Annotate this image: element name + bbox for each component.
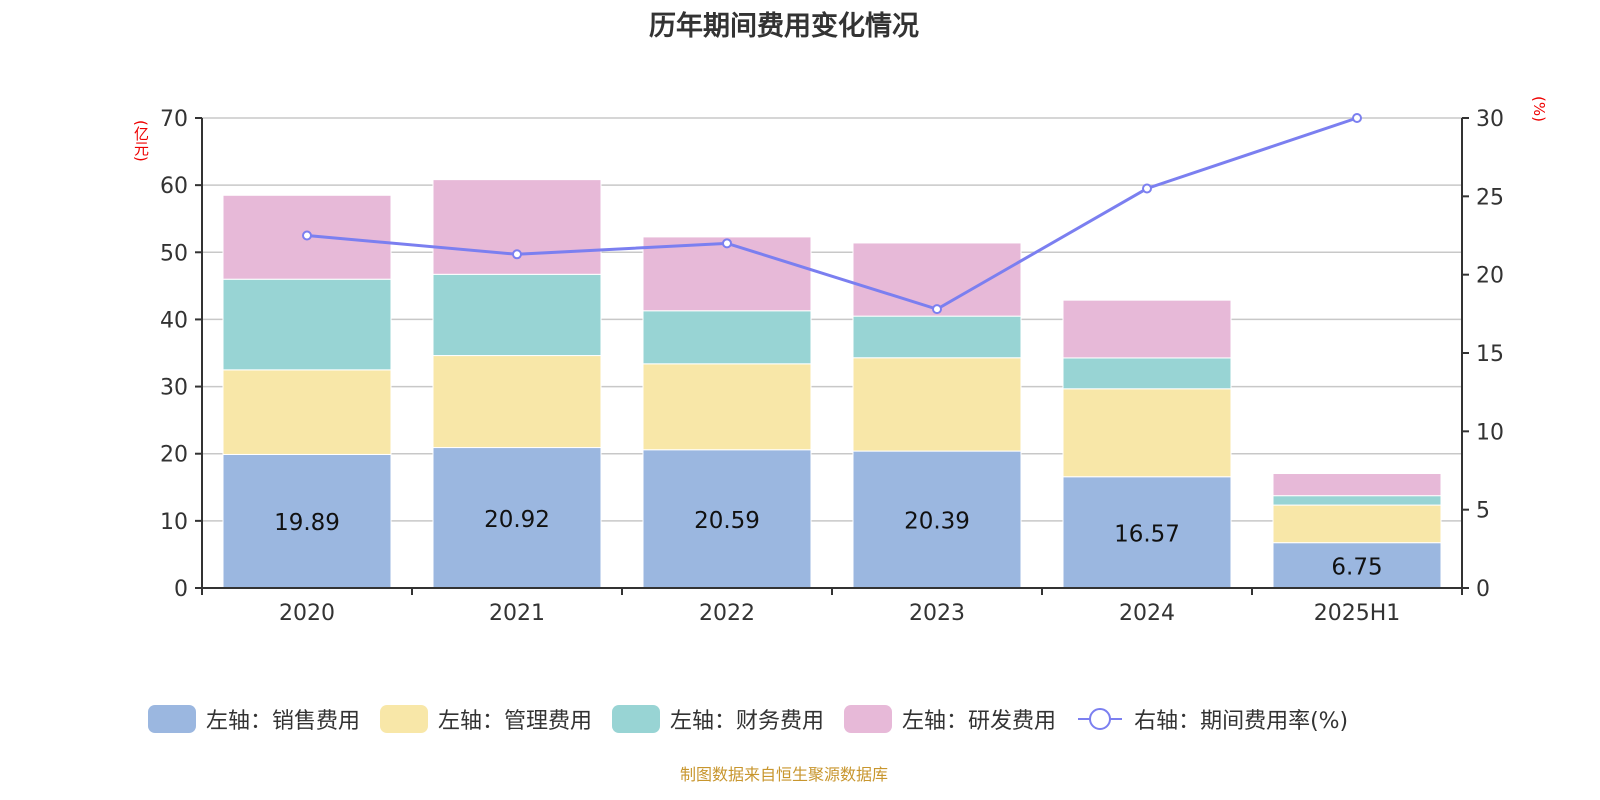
bar-segment — [852, 242, 1022, 317]
legend-item-expense-rate[interactable]: 右轴：期间费用率(%) — [1076, 703, 1348, 735]
x-axis-tick-label: 2021 — [489, 601, 545, 626]
right-axis-tick-label: 30 — [1476, 107, 1504, 132]
left-axis-tick-label: 20 — [160, 443, 188, 468]
expense-rate-point — [302, 230, 312, 241]
x-axis-tick-label: 2023 — [909, 601, 965, 626]
bar-data-label: 6.75 — [1331, 554, 1382, 580]
bar-segment — [1272, 473, 1442, 497]
left-axis-tick-label: 40 — [160, 308, 188, 333]
expense-rate-point — [1352, 113, 1362, 123]
bar-segment — [642, 236, 812, 312]
legend-label: 右轴：期间费用率(%) — [1134, 709, 1349, 734]
right-axis-tick-label: 0 — [1476, 577, 1490, 602]
left-axis-unit: (亿元) — [132, 120, 150, 162]
bar-segment — [222, 369, 392, 455]
legend-item-finance[interactable]: 左轴：财务费用 — [612, 703, 824, 735]
right-axis-unit: (%) — [1530, 96, 1548, 122]
right-axis-tick-label: 10 — [1476, 420, 1504, 445]
left-axis-tick-label: 50 — [160, 241, 188, 266]
x-axis-tick-label: 2022 — [699, 601, 755, 626]
gridlines — [202, 117, 1462, 522]
expense-rate-point — [722, 238, 732, 249]
left-axis-tick-label: 0 — [174, 577, 188, 602]
right-axis-tick-label: 15 — [1476, 342, 1504, 367]
expense-rate-point — [512, 249, 522, 260]
bar-segment — [1062, 388, 1232, 478]
bar-data-label: 20.59 — [694, 508, 760, 534]
line-layer — [302, 113, 1362, 315]
left-axis-tick-label: 60 — [160, 174, 188, 199]
bar-segment — [642, 363, 812, 451]
legend: 左轴：销售费用 左轴：管理费用 左轴：财务费用 左轴：研发费用 右轴：期间费用率… — [148, 703, 1368, 735]
bar-data-label: 16.57 — [1114, 521, 1180, 547]
legend-swatch-rnd — [844, 705, 893, 733]
bar-segment — [852, 357, 1022, 452]
legend-swatch-finance — [612, 705, 661, 733]
legend-swatch-sales — [148, 705, 196, 733]
legend-label: 左轴：销售费用 — [206, 709, 361, 734]
left-axis-tick-label: 70 — [160, 107, 188, 132]
bar-data-label: 19.89 — [274, 510, 340, 536]
bar-segment — [1272, 542, 1442, 589]
left-axis-tick-label: 30 — [160, 376, 188, 401]
bar-segment — [642, 310, 812, 365]
bar-data-label: 20.92 — [484, 507, 550, 533]
legend-item-sales[interactable]: 左轴：销售费用 — [148, 703, 360, 735]
bar-segment — [432, 179, 602, 275]
right-axis-tick-label: 20 — [1476, 264, 1504, 289]
x-axis-tick-label: 2020 — [279, 601, 335, 626]
legend-label: 左轴：管理费用 — [438, 709, 593, 734]
bar-segment — [852, 315, 1022, 359]
data-source-note: 制图数据来自恒生聚源数据库 — [679, 765, 888, 784]
x-axis-tick-label: 2025H1 — [1314, 601, 1401, 626]
bar-segment — [432, 355, 602, 449]
bar-layer: 19.89 20.92 20.59 20.39 16.57 6.75 — [222, 179, 1442, 589]
chart-title: 历年期间费用变化情况 — [649, 11, 919, 42]
expense-rate-line — [306, 116, 1358, 311]
legend-label: 左轴：财务费用 — [670, 709, 825, 734]
legend-line-circle-icon — [1078, 708, 1123, 730]
left-axis-tick-label: 10 — [160, 510, 188, 535]
axes: 0 10 20 30 40 50 60 70 0 5 10 15 20 25 30 2020 2021 2022 2… — [160, 107, 1504, 626]
bar-segment — [1062, 299, 1232, 359]
bar-segment — [1272, 504, 1442, 544]
expense-rate-point — [932, 304, 942, 315]
legend-label: 左轴：研发费用 — [902, 709, 1057, 734]
expense-rate-point — [1142, 183, 1152, 194]
bar-segment — [432, 273, 602, 357]
right-axis-tick-label: 25 — [1476, 185, 1504, 210]
bar-segment — [1062, 357, 1232, 390]
x-axis-tick-label: 2024 — [1119, 601, 1175, 626]
legend-item-admin[interactable]: 左轴：管理费用 — [380, 703, 592, 735]
right-axis-tick-label: 5 — [1476, 499, 1490, 524]
bar-segment — [222, 278, 392, 371]
bar-data-label: 20.39 — [904, 509, 970, 535]
bar-segment — [1062, 476, 1232, 589]
legend-item-rnd[interactable]: 左轴：研发费用 — [844, 703, 1056, 735]
bar-segment — [1272, 495, 1442, 506]
legend-swatch-admin — [380, 705, 429, 733]
